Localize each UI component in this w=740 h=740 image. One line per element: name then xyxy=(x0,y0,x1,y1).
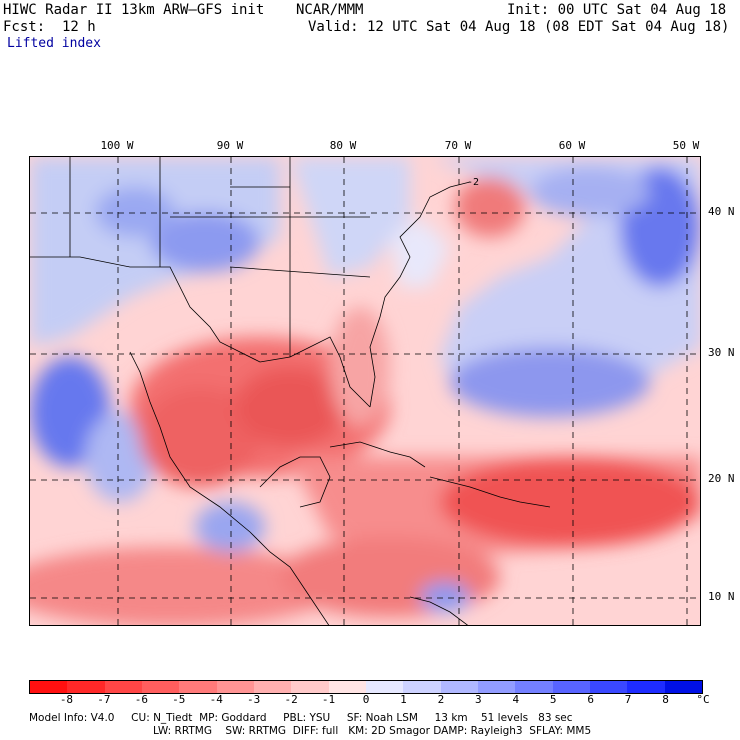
colorbar-cell xyxy=(179,681,217,693)
lon-label-100w: 100 W xyxy=(100,139,134,152)
colorbar-cell xyxy=(30,681,68,693)
colorbar-cell xyxy=(253,681,292,693)
field-name: Lifted index xyxy=(7,36,101,51)
lon-label-70w: 70 W xyxy=(444,139,472,152)
colorbar-tick-label: 7 xyxy=(624,693,632,706)
colorbar-cell xyxy=(216,681,254,693)
forecast-label: Fcst: xyxy=(3,19,46,35)
lat-label-30n: 30 N xyxy=(708,346,735,359)
colorbar-tick-label: -1 xyxy=(321,693,336,706)
colorbar-cell xyxy=(664,681,702,693)
model-info-line-1: Model Info: V4.0 CU: N_Tiedt MP: Goddard… xyxy=(29,712,573,724)
lon-label-90w: 90 W xyxy=(216,139,244,152)
model-info-line-2: LW: RRTMG SW: RRTMG DIFF: full KM: 2D Sm… xyxy=(153,725,592,737)
model-title: HIWC Radar II 13km ARW–GFS init xyxy=(3,2,265,18)
colorbar-tick-label: -6 xyxy=(134,693,148,706)
map-boundaries xyxy=(30,157,551,625)
lat-label-40n: 40 N xyxy=(708,205,735,218)
colorbar-tick-label: 1 xyxy=(400,693,407,706)
colorbar xyxy=(29,680,703,694)
lat-label-20n: 20 N xyxy=(708,472,735,485)
init-time: Init: 00 UTC Sat 04 Aug 18 xyxy=(507,2,727,18)
lifted-index-map: -2 xyxy=(29,156,701,626)
colorbar-cell xyxy=(515,681,553,693)
colorbar-tick-label: 3 xyxy=(475,693,482,706)
colorbar-tick-label: -5 xyxy=(172,693,186,706)
graticule xyxy=(30,157,700,625)
colorbar-cell xyxy=(104,681,142,693)
colorbar-tick-label: -2 xyxy=(284,693,298,706)
colorbar-tick-label: -4 xyxy=(209,693,223,706)
colorbar-cell xyxy=(365,681,404,693)
colorbar-tick-label: 6 xyxy=(587,693,594,706)
valid-time: Valid: 12 UTC Sat 04 Aug 18 (08 EDT Sat … xyxy=(308,19,730,35)
org-label: NCAR/MMM xyxy=(296,2,364,18)
lat-label-10n: 10 N xyxy=(708,590,735,603)
colorbar-unit: °C xyxy=(696,693,710,706)
colorbar-tick-label: 0 xyxy=(362,693,370,706)
colorbar-tick-label: 5 xyxy=(549,693,557,706)
colorbar-tick-label: 2 xyxy=(437,693,445,706)
colorbar-cell xyxy=(403,681,441,693)
colorbar-tick-label: -3 xyxy=(247,693,261,706)
colorbar-tick-label: -7 xyxy=(97,693,111,706)
colorbar-cell xyxy=(589,681,628,693)
colorbar-cell xyxy=(552,681,590,693)
colorbar-tick-label: -8 xyxy=(59,693,74,706)
lon-label-60w: 60 W xyxy=(558,139,586,152)
colorbar-cell xyxy=(141,681,180,693)
colorbar-cell xyxy=(328,681,366,693)
colorbar-tick-label: 8 xyxy=(662,693,669,706)
colorbar-cell xyxy=(440,681,478,693)
colorbar-cell xyxy=(627,681,665,693)
lon-label-80w: 80 W xyxy=(329,139,357,152)
colorbar-cell xyxy=(291,681,329,693)
colorbar-cell xyxy=(67,681,105,693)
forecast-hour: 12 h xyxy=(62,19,96,35)
contour-label: -2 xyxy=(467,177,479,188)
lon-label-50w: 50 W xyxy=(672,139,700,152)
colorbar-cell xyxy=(477,681,516,693)
colorbar-tick-label: 4 xyxy=(512,693,520,706)
